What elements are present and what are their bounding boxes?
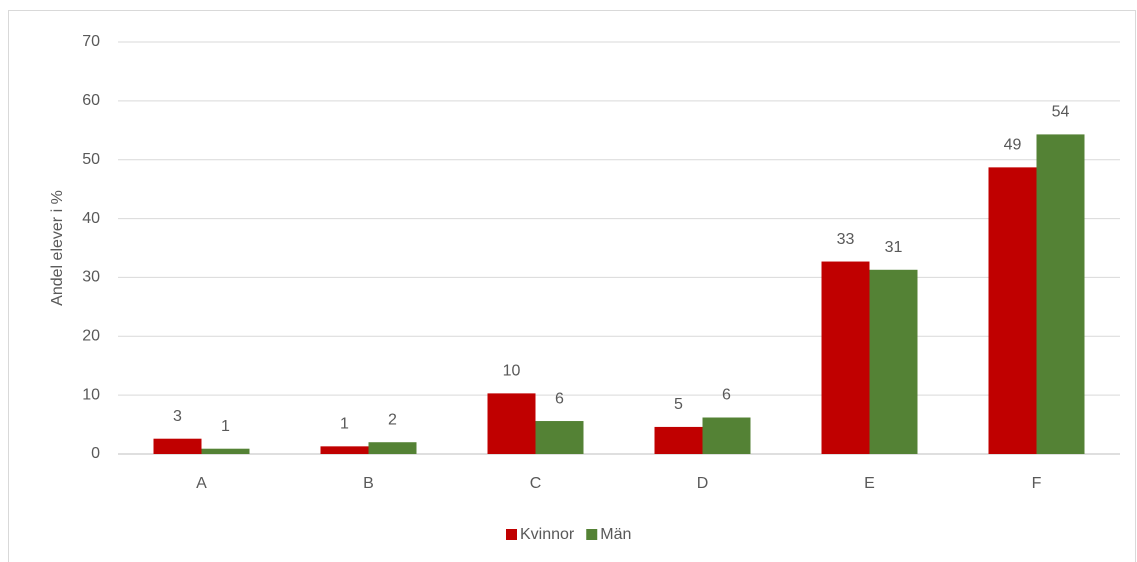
value-label: 49 (1004, 137, 1022, 154)
bar (869, 269, 918, 454)
x-tick-label: D (697, 475, 709, 492)
legend-label: Män (600, 526, 631, 543)
y-tick-label: 50 (82, 151, 100, 168)
bar (821, 261, 870, 454)
value-label: 54 (1052, 104, 1070, 121)
value-label: 1 (221, 418, 230, 435)
value-label: 3 (173, 408, 182, 425)
y-tick-label: 10 (82, 386, 100, 403)
value-label: 5 (674, 396, 683, 413)
bar (320, 446, 369, 454)
x-tick-label: B (363, 475, 374, 492)
value-label: 2 (388, 411, 397, 428)
x-tick-label: E (864, 475, 875, 492)
x-tick-label: A (196, 475, 207, 492)
y-tick-label: 40 (82, 210, 100, 227)
y-tick-label: 60 (82, 92, 100, 109)
bar (153, 438, 202, 454)
bar (535, 421, 584, 454)
bar (487, 393, 536, 454)
bar (702, 417, 751, 454)
bar (201, 448, 250, 454)
y-tick-label: 70 (82, 33, 100, 50)
chart-frame (8, 10, 1136, 562)
legend-swatch (586, 529, 598, 540)
bar (988, 167, 1037, 454)
value-label: 1 (340, 416, 349, 433)
bar (368, 442, 417, 454)
y-tick-label: 20 (82, 328, 100, 345)
bar (654, 426, 703, 454)
legend-swatch (506, 529, 517, 540)
x-tick-label: F (1032, 475, 1042, 492)
value-label: 31 (885, 239, 903, 256)
y-axis-label: Andel elever i % (49, 190, 66, 306)
x-tick-label: C (530, 475, 542, 492)
value-label: 6 (722, 387, 731, 404)
legend-label: Kvinnor (520, 526, 575, 543)
value-label: 33 (837, 231, 855, 248)
value-label: 6 (555, 390, 564, 407)
bar (1036, 134, 1085, 455)
value-label: 10 (503, 363, 521, 380)
y-tick-label: 0 (91, 445, 100, 462)
y-tick-label: 30 (82, 269, 100, 286)
